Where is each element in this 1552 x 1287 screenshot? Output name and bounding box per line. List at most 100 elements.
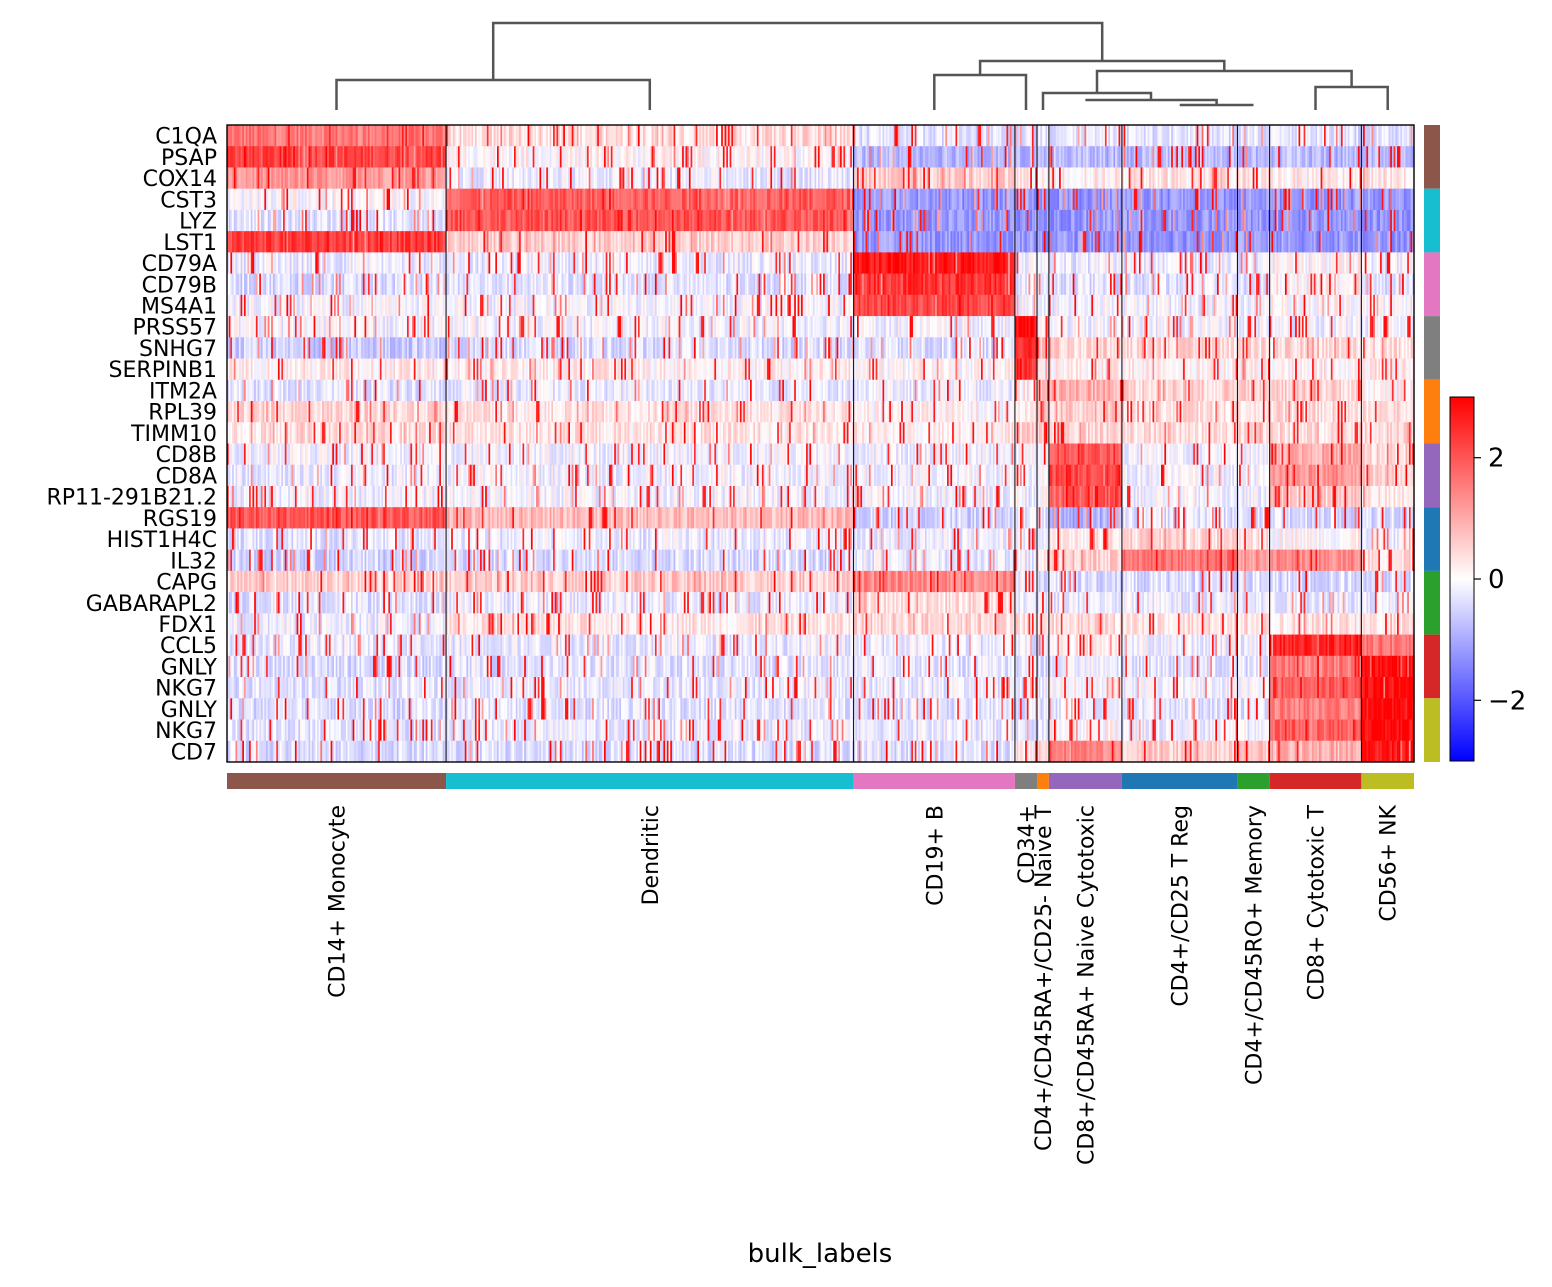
heatmap-cell bbox=[264, 294, 267, 317]
heatmap-cell bbox=[277, 740, 281, 763]
heatmap-cell bbox=[369, 570, 372, 593]
heatmap-cell bbox=[238, 570, 242, 593]
heatmap-cell bbox=[403, 379, 406, 402]
heatmap-cell bbox=[391, 422, 395, 444]
heatmap-cell bbox=[425, 528, 428, 551]
heatmap-cell bbox=[376, 634, 379, 657]
heatmap-cell bbox=[442, 125, 445, 147]
heatmap-cell bbox=[367, 422, 371, 444]
heatmap-cell bbox=[391, 655, 395, 678]
heatmap-cell bbox=[354, 719, 357, 742]
heatmap-cell bbox=[408, 507, 411, 529]
heatmap-cell bbox=[347, 485, 350, 508]
heatmap-cell bbox=[381, 677, 384, 699]
heatmap-cell bbox=[342, 422, 345, 444]
heatmap-cell bbox=[361, 337, 364, 360]
heatmap-cell bbox=[277, 677, 281, 699]
heatmap-cell bbox=[364, 379, 367, 402]
heatmap-cell bbox=[315, 613, 318, 636]
heatmap-cell bbox=[300, 507, 303, 529]
heatmap-cell bbox=[257, 719, 260, 742]
heatmap-cell bbox=[264, 401, 267, 423]
heatmap-cell bbox=[356, 634, 359, 657]
heatmap-cell bbox=[277, 507, 281, 529]
heatmap-cell bbox=[391, 443, 395, 466]
heatmap-cell bbox=[327, 698, 330, 721]
heatmap-cell bbox=[264, 379, 267, 402]
heatmap-cell bbox=[417, 188, 420, 211]
heatmap-cell bbox=[328, 570, 332, 593]
heatmap-cell bbox=[284, 252, 288, 275]
heatmap-cell bbox=[260, 507, 264, 529]
heatmap-cell bbox=[434, 570, 437, 593]
heatmap-cell bbox=[227, 549, 230, 572]
heatmap-cell bbox=[393, 209, 396, 232]
heatmap-cell bbox=[440, 188, 444, 211]
heatmap-cell bbox=[311, 655, 315, 678]
heatmap-cell bbox=[393, 401, 396, 423]
heatmap-cell bbox=[339, 231, 342, 253]
heatmap-cell bbox=[255, 209, 259, 232]
heatmap-cell bbox=[318, 316, 321, 338]
heatmap-cell bbox=[345, 677, 349, 699]
heatmap-cell bbox=[296, 677, 299, 699]
heatmap-cell bbox=[432, 613, 435, 636]
heatmap-cell bbox=[420, 273, 423, 296]
heatmap-cell bbox=[323, 740, 327, 763]
heatmap-cell bbox=[401, 125, 405, 147]
heatmap-cell bbox=[398, 358, 401, 381]
heatmap-cell bbox=[440, 294, 444, 317]
heatmap-cell bbox=[439, 316, 442, 338]
heatmap-cell bbox=[247, 125, 250, 147]
heatmap-cell bbox=[337, 549, 340, 572]
heatmap-cell bbox=[305, 316, 308, 338]
heatmap-cell bbox=[276, 570, 279, 593]
heatmap-cell bbox=[344, 592, 347, 614]
heatmap-cell bbox=[405, 273, 408, 296]
heatmap-cell bbox=[311, 507, 315, 529]
heatmap-cell bbox=[364, 337, 367, 360]
heatmap-cell bbox=[228, 188, 231, 211]
heatmap-cell bbox=[340, 401, 344, 423]
heatmap-cell bbox=[252, 570, 255, 593]
heatmap-cell bbox=[240, 443, 243, 466]
heatmap-cell bbox=[267, 464, 271, 487]
heatmap-cell bbox=[434, 188, 437, 211]
heatmap-cell bbox=[283, 464, 286, 487]
heatmap-cell bbox=[367, 209, 371, 232]
heatmap-cell bbox=[296, 719, 299, 742]
heatmap-cell bbox=[243, 485, 247, 508]
heatmap-cell bbox=[339, 273, 342, 296]
heatmap-cell bbox=[345, 549, 349, 572]
heatmap-cell bbox=[427, 337, 430, 360]
heatmap-cell bbox=[345, 294, 349, 317]
heatmap-cell bbox=[310, 443, 313, 466]
heatmap-cell bbox=[260, 358, 264, 381]
heatmap-cell bbox=[425, 507, 428, 529]
heatmap-cell bbox=[245, 549, 248, 572]
heatmap-cell bbox=[255, 634, 259, 657]
heatmap-cell bbox=[271, 146, 274, 168]
heatmap-cell bbox=[369, 443, 372, 466]
heatmap-cell bbox=[439, 231, 442, 253]
heatmap-cell bbox=[412, 209, 415, 232]
heatmap-cell bbox=[378, 485, 381, 508]
heatmap-cell bbox=[417, 273, 420, 296]
heatmap-cell bbox=[342, 507, 345, 529]
heatmap-cell bbox=[306, 549, 310, 572]
heatmap-cell bbox=[227, 485, 230, 508]
heatmap-cell bbox=[272, 231, 276, 253]
heatmap-cell bbox=[306, 316, 310, 338]
heatmap-cell bbox=[391, 719, 395, 742]
heatmap-cell bbox=[430, 570, 434, 593]
heatmap-cell bbox=[289, 719, 293, 742]
heatmap-cell bbox=[415, 167, 418, 190]
heatmap-cell bbox=[284, 485, 288, 508]
heatmap-cell bbox=[242, 146, 245, 168]
heatmap-cell bbox=[310, 740, 313, 763]
heatmap-cell bbox=[354, 252, 357, 275]
heatmap-cell bbox=[383, 358, 386, 381]
heatmap-cell bbox=[347, 273, 350, 296]
heatmap-cell bbox=[315, 443, 318, 466]
heatmap-cell bbox=[271, 570, 274, 593]
